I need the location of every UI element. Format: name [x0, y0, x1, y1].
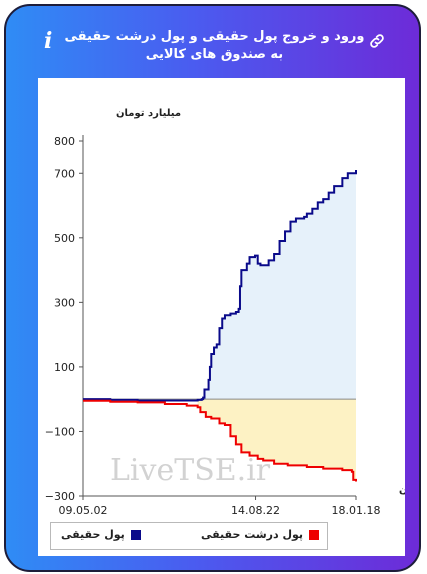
- chart-card: ورود و خروج پول حقیقی و پول درشت حقیقی ب…: [4, 4, 421, 572]
- legend: پول حقیقی پول درشت حقیقی: [50, 522, 328, 550]
- y-tick-label: −100: [45, 425, 75, 438]
- legend-label-real-money: پول حقیقی: [61, 528, 125, 541]
- big-money-area: [197, 399, 356, 482]
- x-tick-label: 18.01.18: [332, 504, 381, 517]
- y-tick-label: 100: [54, 361, 75, 374]
- chart-title: ورود و خروج پول حقیقی و پول درشت حقیقی ب…: [64, 29, 365, 62]
- chart-panel: 800 700 500 300 100 −100 −300 09.05.02 14.08.22 1…: [38, 78, 405, 556]
- y-tick-label: 700: [54, 167, 75, 180]
- legend-swatch-big-money: [309, 530, 320, 540]
- y-tick-label: 500: [54, 232, 75, 245]
- legend-item-big-money[interactable]: پول درشت حقیقی: [201, 528, 320, 544]
- chart-header: ورود و خروج پول حقیقی و پول درشت حقیقی ب…: [6, 6, 419, 78]
- x-tick-label: 09.05.02: [59, 504, 108, 517]
- info-icon[interactable]: i: [44, 28, 53, 54]
- y-tick-label: 800: [54, 135, 75, 148]
- legend-label-big-money: پول درشت حقیقی: [201, 528, 304, 541]
- x-tick-label: 14.08.22: [231, 504, 280, 517]
- x-axis-title: زمان: [399, 485, 405, 496]
- link-icon[interactable]: [368, 32, 386, 50]
- watermark: LiveTSE.ir: [110, 453, 271, 488]
- legend-swatch-real-money: [130, 530, 141, 540]
- y-tick-label: −300: [45, 490, 75, 503]
- real-money-area: [203, 170, 356, 400]
- legend-item-real-money[interactable]: پول حقیقی: [61, 528, 141, 544]
- y-tick-label: 300: [54, 296, 75, 309]
- real-money-line: [83, 170, 357, 402]
- big-money-line: [83, 399, 357, 482]
- y-axis-title: میلیارد تومان: [116, 108, 181, 119]
